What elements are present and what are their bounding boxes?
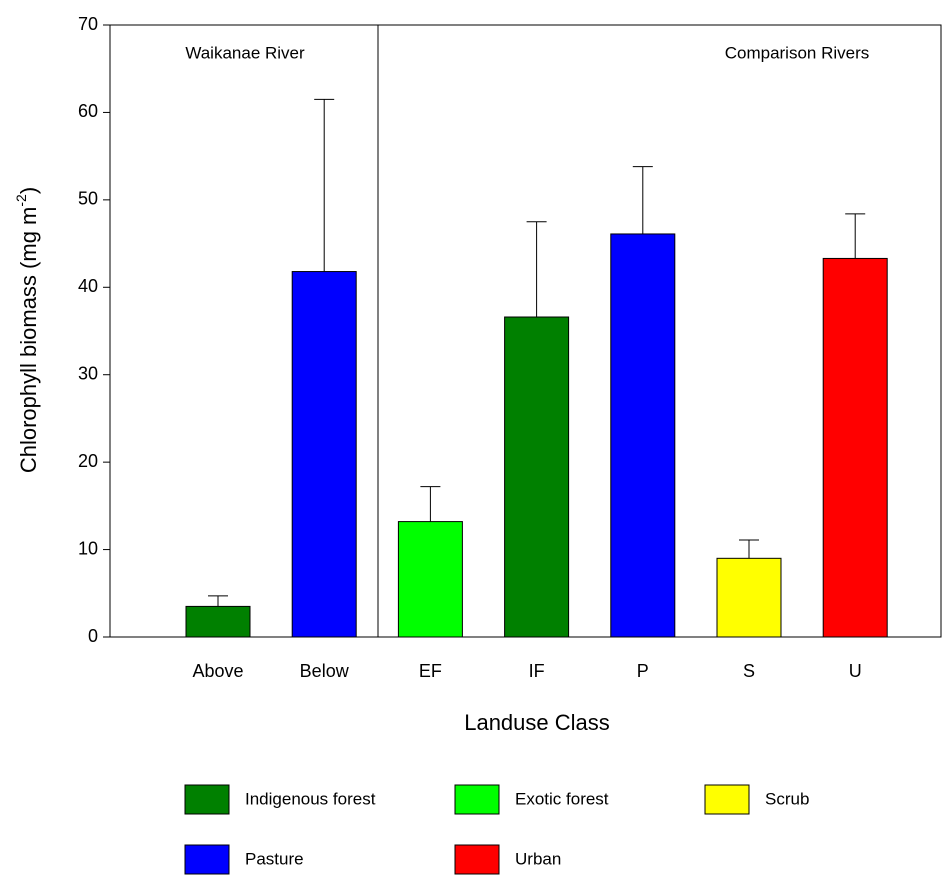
x-tick-label: Above [192, 661, 243, 681]
bar [504, 316, 570, 638]
bar [291, 271, 357, 638]
x-tick-label: S [743, 661, 755, 681]
bar [716, 557, 782, 638]
y-tick-label: 30 [78, 363, 98, 383]
y-tick-label: 0 [88, 626, 98, 646]
bar [185, 605, 251, 638]
y-label-text: Chlorophyll biomass (mg m [16, 207, 41, 474]
y-label-end: ) [16, 187, 41, 194]
x-tick-label: P [637, 661, 649, 681]
x-tick-label: Below [300, 661, 350, 681]
x-tick-label: IF [529, 661, 545, 681]
x-axis-label: Landuse Class [464, 710, 610, 735]
legend-label: Exotic forest [515, 789, 609, 808]
legend-swatch [184, 844, 230, 875]
bar [822, 257, 888, 638]
y-tick-label: 60 [78, 101, 98, 121]
y-tick-label: 70 [78, 14, 98, 34]
legend-label: Scrub [765, 789, 809, 808]
y-tick-label: 10 [78, 538, 98, 558]
y-tick-label: 50 [78, 189, 98, 209]
legend-swatch [184, 784, 230, 815]
annotation: Waikanae River [185, 43, 305, 62]
y-tick-label: 20 [78, 451, 98, 471]
legend-label: Urban [515, 849, 561, 868]
legend-label: Indigenous forest [245, 789, 376, 808]
legend-swatch [454, 844, 500, 875]
bar [397, 521, 463, 638]
annotation: Comparison Rivers [725, 43, 870, 62]
y-tick-label: 40 [78, 276, 98, 296]
x-tick-label: U [849, 661, 862, 681]
legend-swatch [704, 784, 750, 815]
bar [610, 233, 676, 638]
y-label-sup: -2 [13, 194, 29, 207]
y-axis-label: Chlorophyll biomass (mg m-2) [13, 187, 41, 473]
legend-swatch [454, 784, 500, 815]
x-tick-label: EF [419, 661, 442, 681]
legend-label: Pasture [245, 849, 304, 868]
